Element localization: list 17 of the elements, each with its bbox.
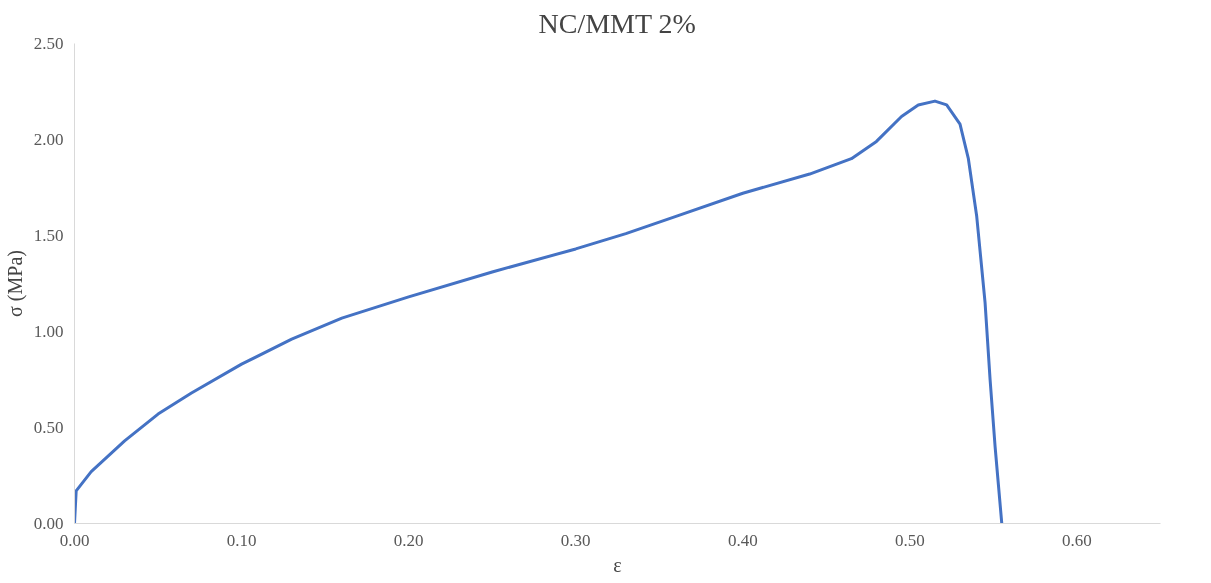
y-tick-label: 1.00 (33, 322, 64, 341)
line-series (74, 99, 1004, 524)
x-tick-label: 0.40 (727, 530, 758, 550)
x-axis-title: ε (613, 553, 622, 576)
y-tick-label: 1.50 (33, 226, 64, 245)
y-tick-label: 0.00 (33, 514, 64, 533)
chart-title: NC/MMT 2% (538, 7, 696, 39)
x-tick-label: 0.00 (59, 530, 90, 550)
y-tick-label: 2.00 (33, 130, 64, 149)
x-tick-label: 0.60 (1062, 530, 1092, 550)
x-tick-label: 0.30 (560, 530, 591, 550)
y-tick-label: 2.50 (33, 34, 64, 53)
x-tick-label: 0.50 (895, 530, 925, 550)
x-tick-label: 0.10 (226, 530, 257, 550)
y-tick-label: 0.50 (33, 418, 64, 437)
y-axis-title: σ (MPa) (3, 250, 27, 317)
x-tick-label: 0.20 (393, 530, 424, 550)
